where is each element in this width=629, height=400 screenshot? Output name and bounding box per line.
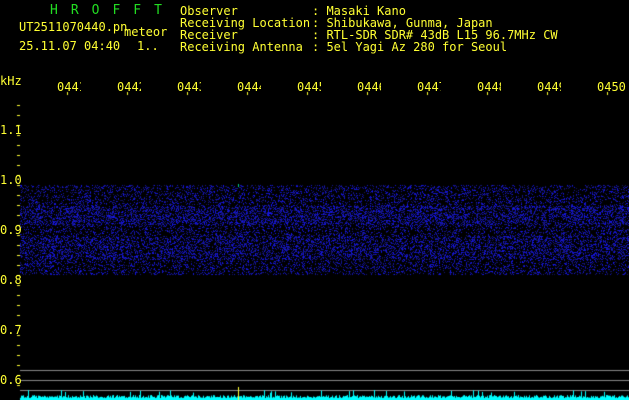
observer-label: Observer bbox=[180, 4, 238, 18]
time-label: 0443 bbox=[177, 80, 201, 94]
observer-value: : Masaki Kano bbox=[312, 4, 406, 18]
freq-label: 0.9 bbox=[0, 223, 22, 237]
time-label: 0447 bbox=[417, 80, 441, 94]
antenna-value: : 5el Yagi Az 280 for Seoul bbox=[312, 40, 508, 54]
app-logo: HROFFT bbox=[50, 3, 175, 18]
time-label: 0444 bbox=[237, 80, 261, 94]
mode-label: meteor bbox=[124, 25, 168, 39]
time-label: 0450 bbox=[597, 80, 626, 94]
time-label: 0448 bbox=[477, 80, 501, 94]
time-label: 0446 bbox=[357, 80, 381, 94]
location-value: : Shibukawa, Gunma, Japan bbox=[312, 16, 493, 30]
freq-label: 1.1 bbox=[0, 123, 22, 137]
location-label: Receiving Location bbox=[180, 16, 311, 30]
freq-label: 0.8 bbox=[0, 273, 22, 287]
time-label: 0442 bbox=[117, 80, 141, 94]
freq-label: 1.0 bbox=[0, 173, 22, 187]
receiver-value: : RTL-SDR SDR# 43dB L15 96.7MHz CW bbox=[312, 28, 558, 42]
time-label: 0445 bbox=[297, 80, 321, 94]
antenna-label: Receiving Antenna bbox=[180, 40, 303, 54]
time-label: 0449 bbox=[537, 80, 561, 94]
counter: 1.. bbox=[137, 39, 159, 53]
receiver-label: Receiver bbox=[180, 28, 238, 42]
unit-label: kHz bbox=[0, 74, 22, 88]
freq-label: 0.6 bbox=[0, 373, 22, 387]
datetime: 25.11.07 04:40 bbox=[19, 39, 121, 53]
filename: UT2511070440.pn bbox=[19, 20, 128, 34]
time-label: 0441 bbox=[57, 80, 81, 94]
freq-label: 0.7 bbox=[0, 323, 22, 337]
